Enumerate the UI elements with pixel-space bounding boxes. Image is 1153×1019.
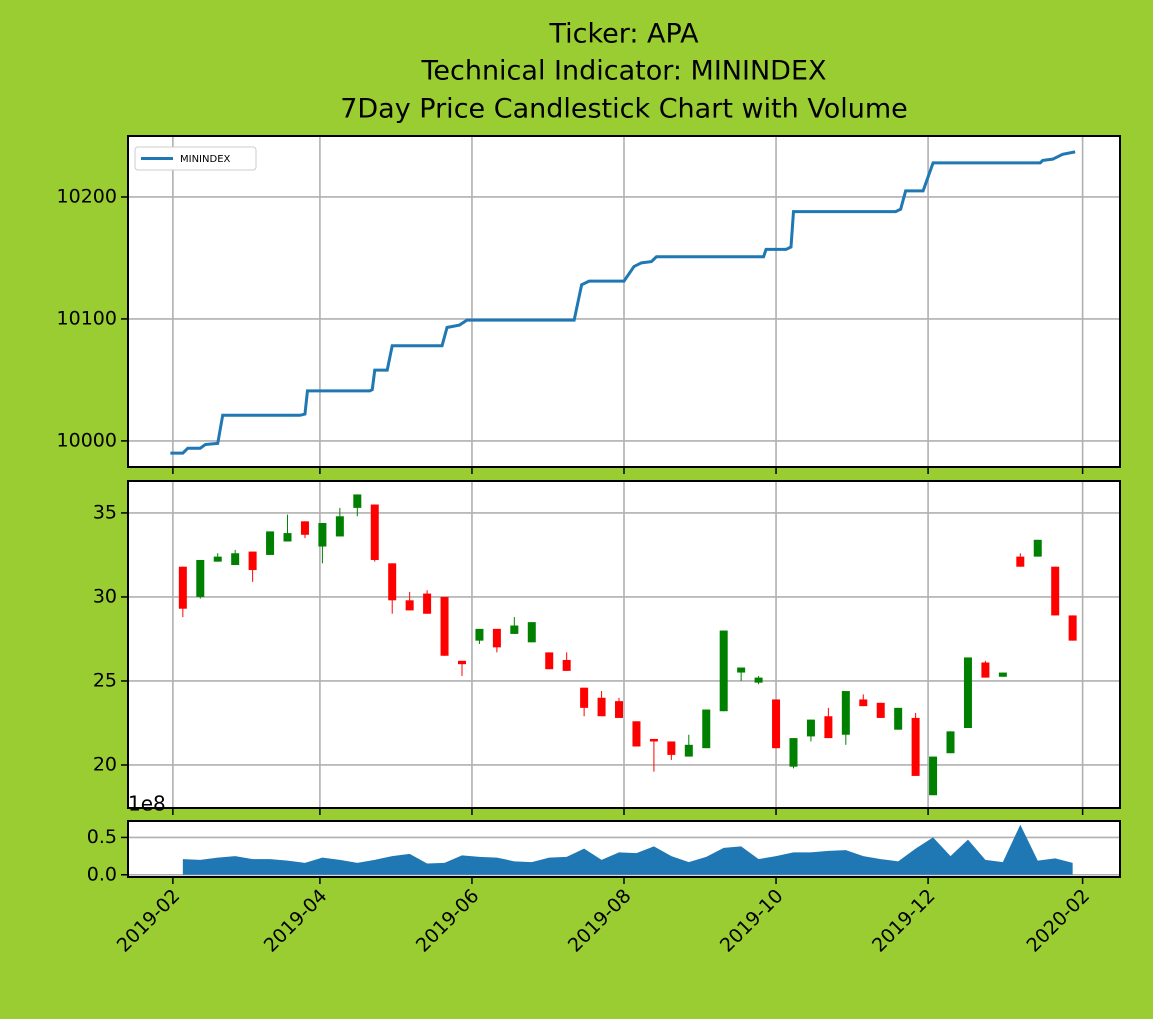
candle-body [580,687,589,708]
candle-body [457,660,466,665]
candle-body [213,556,222,562]
candle-body [545,652,554,670]
candle-body [737,667,746,673]
legend-label: MININDEX [180,154,231,165]
axes-frame [127,820,1121,878]
axis-offset-label: 1e8 [128,792,166,816]
candle-body [911,717,920,776]
y-tick-label: 0.0 [87,863,117,885]
candle-body [754,677,763,683]
candle-body [667,741,676,755]
candle-body [353,494,362,508]
candle-body [475,628,484,641]
candle-body [510,625,519,634]
candle-body [405,600,414,611]
candle-body [388,563,397,601]
candle-body [1033,539,1042,557]
y-tick-label: 20 [93,753,117,775]
axes-frame [127,135,1121,468]
legend-box [134,146,257,171]
candle-body [370,504,379,560]
title-line: 7Day Price Candlestick Chart with Volume [340,94,908,125]
candle-body [859,699,868,707]
candle-body [597,697,606,717]
y-tick-label: 10100 [57,307,117,329]
candle-body [772,699,781,749]
candle-body [423,593,432,614]
candle-body [300,521,309,535]
candle-body [929,756,938,796]
candle-body [998,672,1007,677]
title-line: Technical Indicator: MININDEX [420,56,826,87]
y-tick-label: 35 [93,501,117,523]
candle-body [283,533,292,542]
y-tick-label: 10000 [57,429,117,451]
candle-body [719,630,728,712]
candle-body [562,659,571,671]
candle-body [684,744,693,757]
candle-body [266,531,275,555]
candle-body [1051,566,1060,616]
candle-body [702,709,711,749]
candle-body [632,721,641,747]
candle-body [440,596,449,656]
candle-body [894,707,903,730]
candle-body [981,662,990,678]
candle-body [178,566,187,609]
y-tick-label: 25 [93,669,117,691]
area [182,824,1073,875]
candle-body [963,657,972,729]
candle-body [615,701,624,718]
candle-body [527,622,536,643]
candle-body [231,553,240,566]
candle-body [318,523,327,547]
candle-body [946,731,955,754]
candle-body [1068,615,1077,641]
y-tick-label: 30 [93,585,117,607]
candle-body [492,628,501,648]
candle-body [841,691,850,735]
title-line: Ticker: APA [548,19,699,50]
candle-body [1016,556,1025,567]
y-tick-label: 0.5 [87,826,117,848]
axes-frame [127,480,1121,809]
candle-body [335,516,344,537]
line [170,150,1076,455]
candle-body [876,702,885,718]
candle-body [806,719,815,737]
candle-body [196,559,205,597]
candle-body [789,738,798,767]
candle-body [649,738,658,742]
candle-body [248,551,257,571]
y-tick-label: 10200 [57,185,117,207]
candle-body [824,716,833,739]
